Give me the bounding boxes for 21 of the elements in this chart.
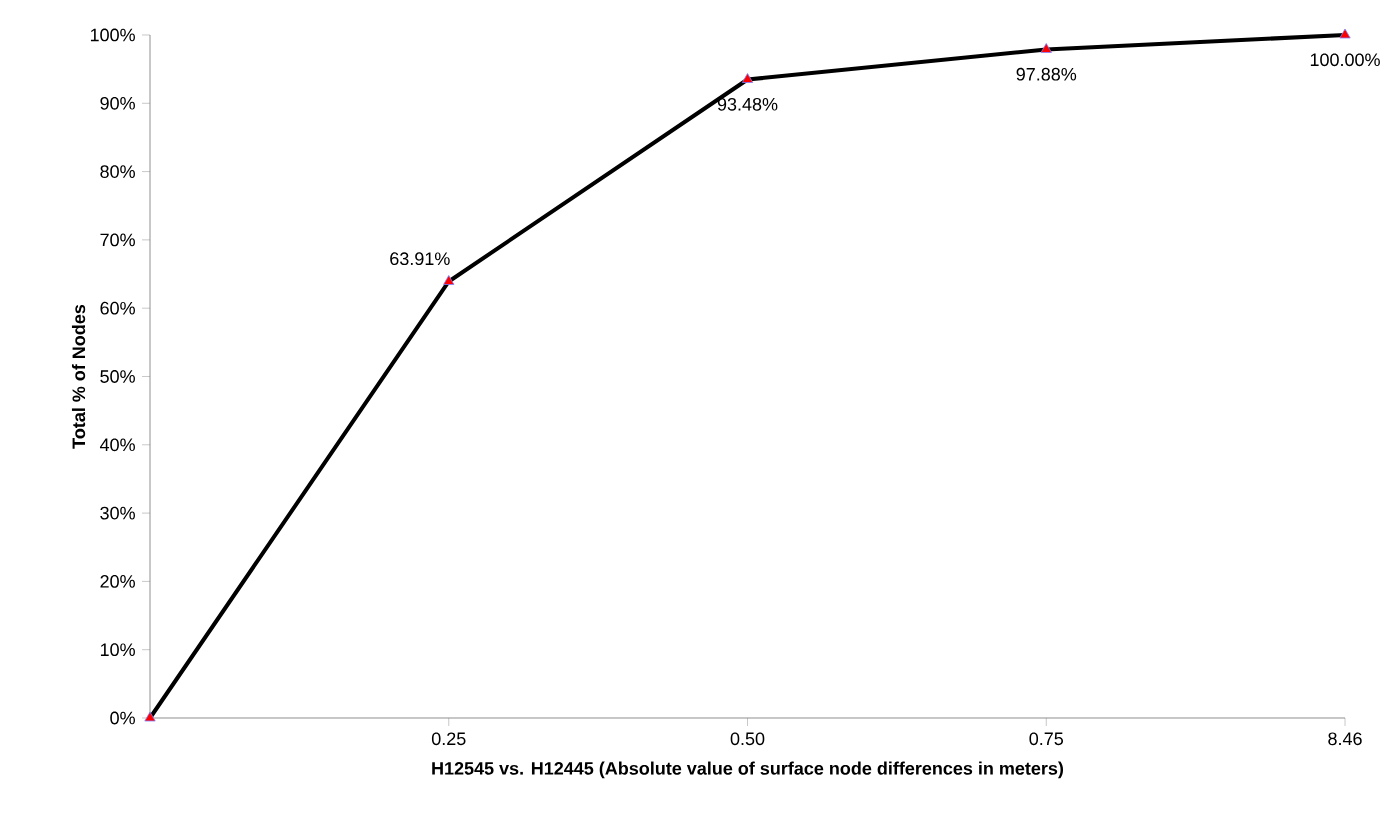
data-label: 63.91% [390,252,450,266]
y-tick-label: 20% [100,575,135,588]
y-tick-label: 40% [99,438,135,452]
y-tick-label: 30% [100,506,135,520]
y-tick-label: 0% [110,711,135,725]
y-axis-title: Total % of Nodes [71,304,86,449]
y-tick-label: 70% [100,233,135,247]
data-label: 100.00% [1310,53,1380,67]
y-tick-label: 10% [100,643,135,657]
y-tick-label: 80% [100,165,135,178]
data-label: 93.48% [717,97,778,111]
data-label: 97.88% [1016,67,1077,81]
y-tick-label: 90% [100,96,135,110]
x-tick-label: 0.50 [730,732,765,746]
y-tick-label: 100% [90,28,135,42]
x-axis-title: H12545 vs. H12445 (Absolute value of surface node differences in meters) [432,761,1064,779]
y-tick-label: 60% [100,301,135,315]
y-tick-label: 50% [100,370,135,383]
x-tick-label: 0.25 [431,732,466,746]
x-tick-label: 8.46 [1328,732,1362,746]
x-tick-label: 0.75 [1029,732,1064,746]
